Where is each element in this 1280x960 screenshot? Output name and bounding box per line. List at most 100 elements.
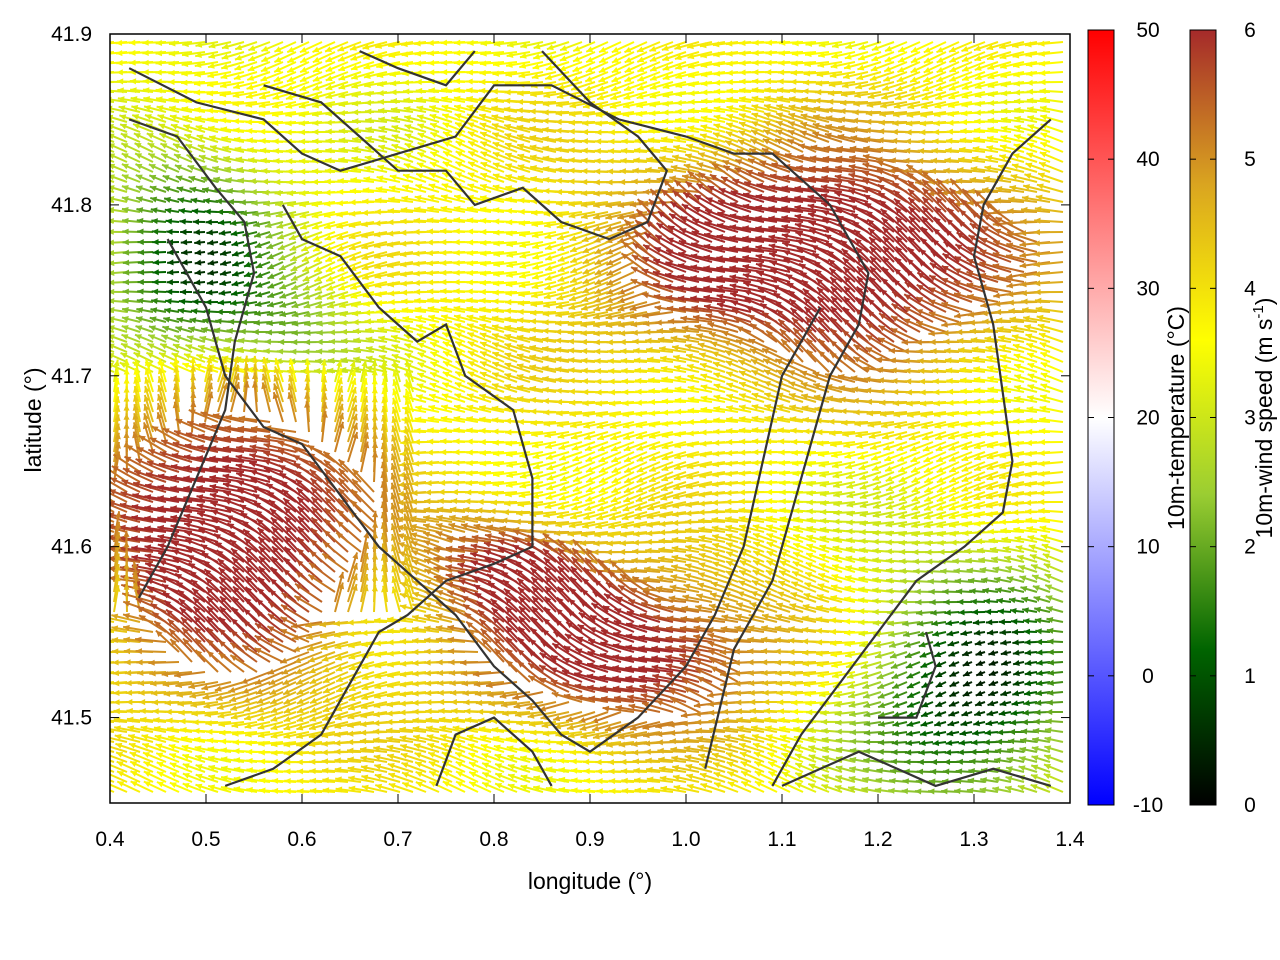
wind-arrow-head (765, 39, 773, 46)
wind-arrow-head (325, 56, 333, 63)
wind-arrow-head (505, 174, 513, 180)
wind-arrow-head (637, 66, 645, 72)
wind-arrow-head (756, 182, 764, 189)
wind-arrow-head (453, 49, 461, 56)
wind-arrow-head (517, 143, 525, 150)
wind-arrow-head (593, 179, 600, 186)
wind-arrow-head (311, 178, 318, 186)
wind-arrow-head (892, 111, 900, 118)
wind-arrow-head (974, 109, 981, 116)
wind-arrow-head (543, 92, 551, 99)
wind-arrow-head (1026, 79, 1033, 86)
wind-arrow-head (110, 114, 114, 121)
wind-arrow-head (700, 115, 708, 122)
wind-arrow-head (390, 106, 398, 113)
wind-arrow-head (660, 136, 668, 143)
wind-arrow-head (848, 181, 856, 187)
wind-arrow-head (351, 118, 359, 125)
wind-arrow-head (454, 104, 462, 111)
wind-arrow-head (636, 93, 644, 100)
wind-arrow-head (455, 161, 463, 168)
wind-arrow-head (262, 189, 269, 196)
wind-arrow-head (427, 69, 435, 76)
wind-arrow-head (453, 95, 461, 102)
wind-arrow-head (132, 114, 140, 120)
wind-arrow-head (479, 78, 486, 86)
wind-arrow-head (247, 74, 255, 81)
wind-arrow-head (923, 76, 931, 83)
wind-arrow-head (491, 123, 499, 129)
wind-arrow-head (466, 78, 473, 85)
wind-arrow-head (688, 81, 695, 88)
wind-arrow-shaft (110, 115, 128, 123)
wind-arrow-head (93, 271, 100, 277)
wind-arrow-head (624, 85, 632, 91)
wind-arrow-head (94, 344, 101, 350)
wind-arrow-head (479, 113, 487, 120)
wind-arrow-head (788, 104, 796, 111)
wind-arrow-head (771, 162, 779, 169)
wind-arrow-head (365, 117, 372, 124)
wind-arrow-head (555, 188, 562, 195)
wind-arrow-head (1000, 63, 1007, 70)
wind-arrow-head (378, 116, 385, 123)
wind-arrow-head (159, 133, 167, 139)
wind-arrow-head (725, 140, 733, 147)
wind-arrow-head (649, 101, 657, 108)
wind-arrow-head (533, 53, 541, 60)
wind-arrow-head (812, 122, 820, 129)
wind-arrow-head (1039, 151, 1047, 158)
wind-arrow-head (389, 174, 397, 181)
wind-arrow-head (110, 133, 115, 140)
wind-arrow-head (390, 98, 398, 105)
wind-arrow-head (597, 94, 605, 101)
wind-arrow-head (93, 218, 99, 224)
wind-arrow-head (222, 43, 229, 50)
wind-arrow-head (854, 92, 862, 99)
wind-arrow-head (713, 61, 721, 68)
wind-arrow-head (962, 65, 970, 72)
wind-arrow-head (923, 46, 931, 53)
wind-arrow-head (954, 189, 962, 196)
wind-arrow-head (530, 165, 537, 171)
wind-arrow-head (149, 185, 157, 192)
wind-arrow-head (662, 64, 670, 71)
wind-arrow-head (659, 155, 666, 162)
wind-arrow-head (352, 127, 359, 134)
wind-arrow-head (505, 185, 513, 192)
wind-arrow-head (949, 75, 957, 82)
wind-arrow-head (929, 168, 937, 175)
wind-arrow-head (338, 74, 346, 81)
wind-arrow-head (480, 151, 488, 158)
wind-arrow-head (685, 153, 693, 160)
wind-arrow-head (903, 147, 911, 154)
wind-arrow-head (883, 75, 891, 82)
wind-arrow-head (608, 129, 615, 136)
wind-arrow-head (821, 175, 829, 182)
wind-arrow-head (325, 110, 332, 117)
wind-arrow-head (417, 132, 425, 139)
wind-arrow-head (543, 187, 550, 195)
wind-arrow-head (812, 131, 820, 138)
wind-arrow-head (184, 133, 192, 140)
wind-arrow-head (338, 156, 345, 163)
wind-arrow-head (870, 65, 878, 72)
wind-arrow-head (286, 85, 294, 92)
wind-arrow-head (765, 59, 772, 66)
wind-arrow-head (700, 133, 707, 140)
wind-arrow-head (805, 40, 813, 47)
wind-arrow-head (778, 50, 786, 57)
wind-arrow-head (738, 121, 746, 128)
wind-arrow-head (788, 112, 796, 119)
wind-arrow-head (1025, 51, 1033, 58)
wind-vectors (93, 39, 1064, 795)
wind-arrow-head (258, 110, 266, 117)
wind-arrow-head (416, 96, 423, 103)
wind-arrow-head (117, 96, 125, 103)
wind-arrow-head (274, 56, 282, 63)
wind-arrow-head (649, 110, 656, 117)
wind-arrow-head (206, 81, 214, 88)
wind-arrow-head (739, 40, 746, 47)
wind-arrow-head (739, 87, 746, 94)
wind-arrow-head (621, 129, 629, 136)
